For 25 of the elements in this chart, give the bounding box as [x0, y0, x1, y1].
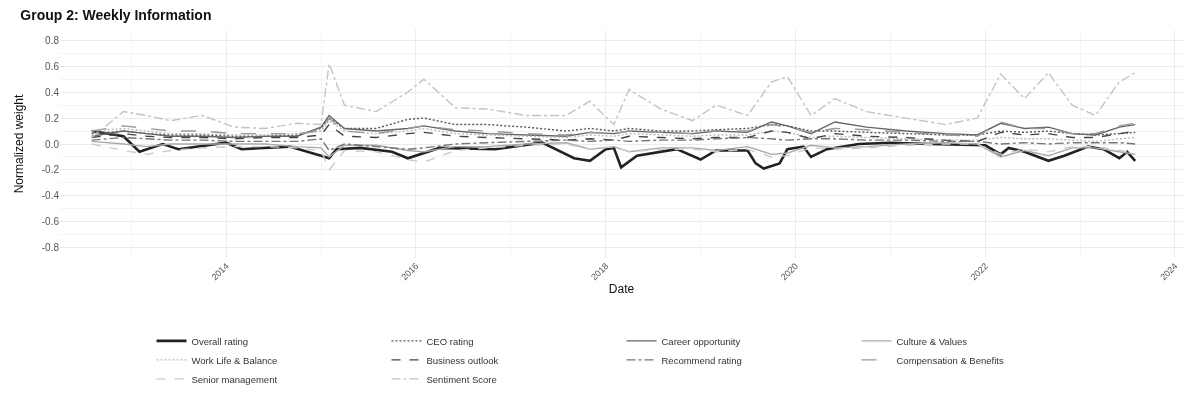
legend-label: Culture & Values	[896, 335, 968, 347]
legend-label: Senior management	[191, 373, 278, 385]
legend-label: Business outlook	[426, 354, 499, 366]
y-tick-label: -0.8	[41, 242, 60, 254]
legend-label: Sentiment Score	[426, 373, 497, 385]
legend-label: Compensation & Benefits	[896, 354, 1004, 366]
x-axis-title: Date	[608, 282, 635, 297]
y-axis-title: Normalized weight	[12, 93, 27, 194]
y-tick-label: 0.4	[45, 86, 60, 98]
legend-label: CEO rating	[426, 335, 474, 347]
legend-label: Overall rating	[191, 335, 248, 347]
line-series	[90, 136, 1136, 152]
legend-label: Recommend rating	[661, 354, 742, 366]
y-tick-label: 0.0	[45, 138, 60, 150]
y-tick-label: -0.4	[41, 190, 60, 202]
y-tick-label: 0.8	[45, 34, 60, 46]
legend-label: Work Life & Balance	[191, 354, 278, 366]
y-tick-label: 0.2	[45, 112, 60, 124]
y-tick-label: 0.6	[45, 60, 60, 72]
line-series	[90, 140, 1136, 158]
y-tick-label: -0.2	[41, 164, 60, 176]
chart-title: Group 2: Weekly Information	[20, 6, 212, 23]
legend-label: Career opportunity	[661, 335, 741, 347]
line-series	[90, 62, 1136, 139]
y-tick-label: -0.6	[41, 216, 60, 228]
